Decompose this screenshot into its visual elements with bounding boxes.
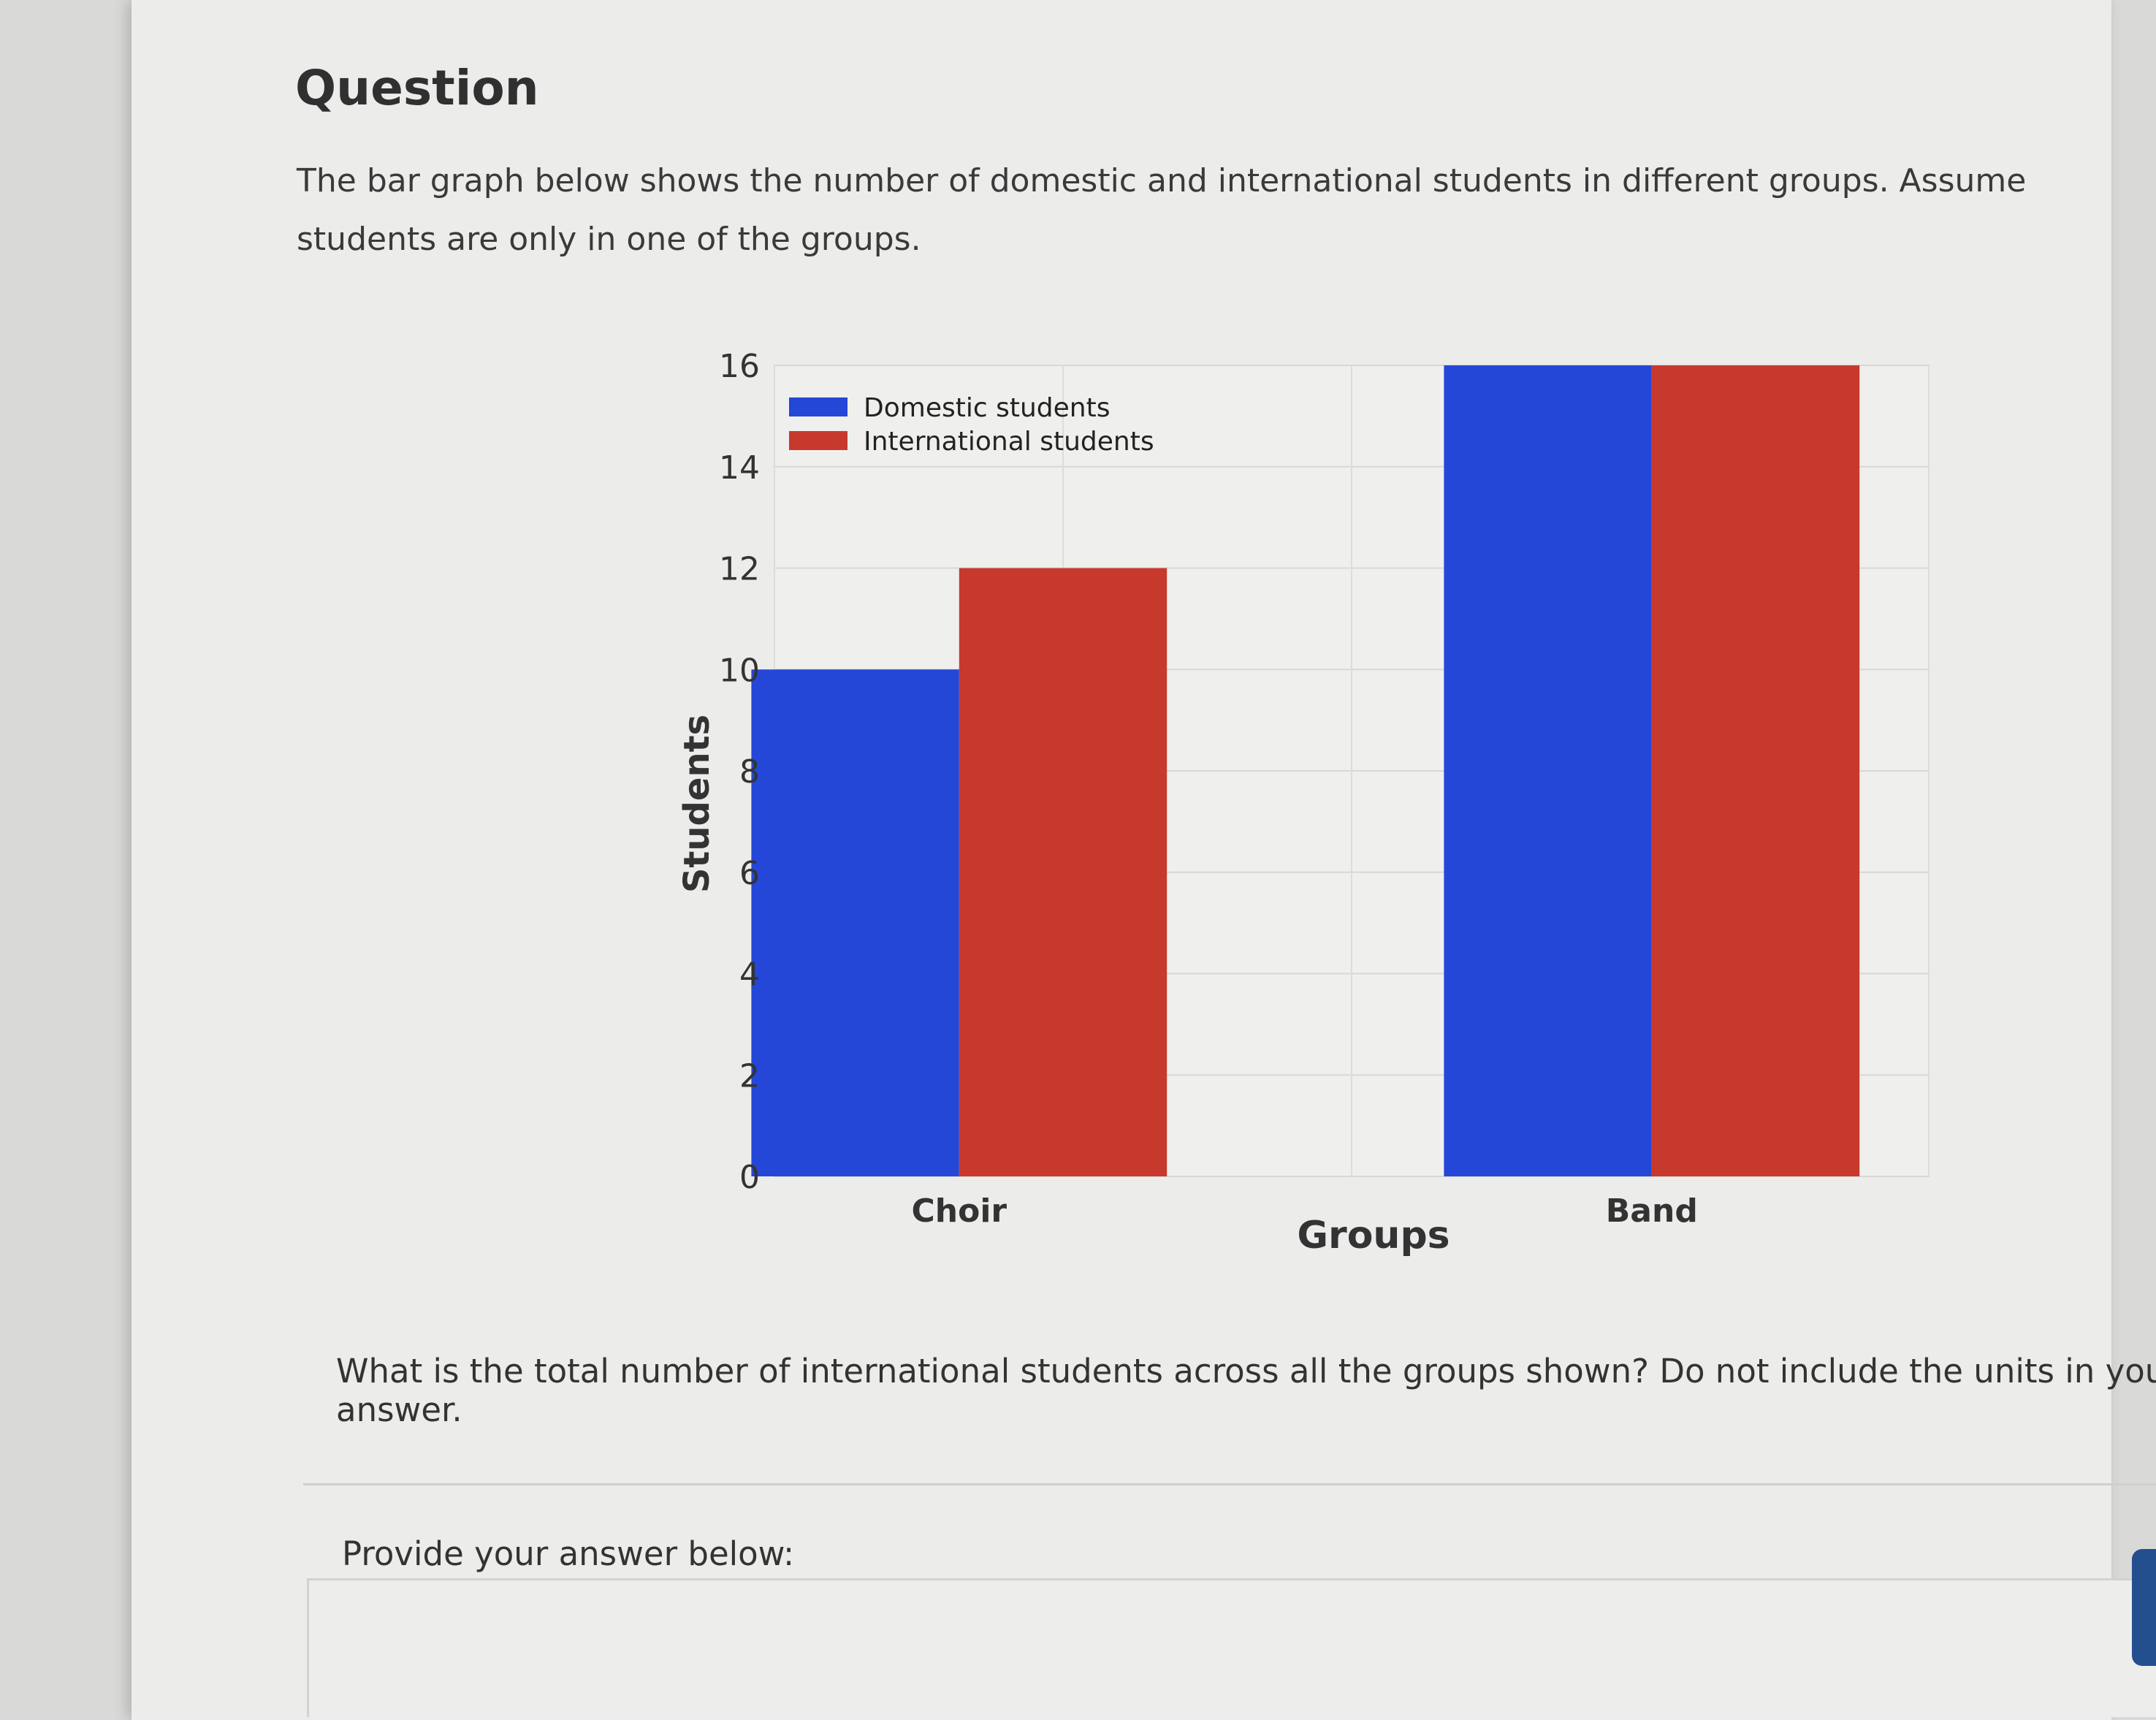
- y-tick-label: 16: [719, 348, 760, 385]
- y-tick-label: 14: [719, 449, 760, 487]
- divider: [303, 1483, 2156, 1485]
- y-tick-label: 12: [719, 551, 760, 588]
- x-axis-label: Groups: [1297, 1214, 1450, 1257]
- x-tick-label-band: Band: [1606, 1192, 1698, 1230]
- question-prompt: The bar graph below shows the number of …: [297, 162, 2027, 258]
- legend-label: International students: [864, 427, 1154, 457]
- answer-input[interactable]: [307, 1578, 2156, 1717]
- y-tick-label: 10: [719, 652, 760, 689]
- y-tick-label: 8: [739, 753, 760, 791]
- bar-band-domestic: [1444, 365, 1652, 1176]
- side-tab[interactable]: [2132, 1549, 2156, 1666]
- bar-band-international: [1651, 365, 1860, 1176]
- y-axis-label: Students: [677, 715, 717, 893]
- y-tick-label: 2: [739, 1057, 760, 1095]
- question-heading: Question: [295, 60, 539, 116]
- question-panel: Question The bar graph below shows the n…: [132, 0, 2156, 1720]
- bar-choir-international: [959, 568, 1167, 1176]
- question-text: What is the total number of internationa…: [336, 1352, 2156, 1429]
- legend-swatch: [789, 397, 847, 416]
- y-tick-label: 0: [739, 1159, 760, 1196]
- bar-chart-svg: 0 2 4 6 8 10 12 14 16 Choir Band Domestic student…: [643, 321, 1958, 1286]
- legend-label: Domestic students: [864, 393, 1110, 423]
- bar-chart: 0 2 4 6 8 10 12 14 16 Choir Band Domestic student…: [643, 321, 1958, 1286]
- legend-swatch: [789, 431, 847, 450]
- y-tick-label: 4: [739, 956, 760, 994]
- x-tick-label-choir: Choir: [911, 1192, 1007, 1230]
- answer-label: Provide your answer below:: [342, 1534, 795, 1573]
- bar-choir-domestic: [751, 669, 959, 1176]
- y-tick-label: 6: [739, 855, 760, 892]
